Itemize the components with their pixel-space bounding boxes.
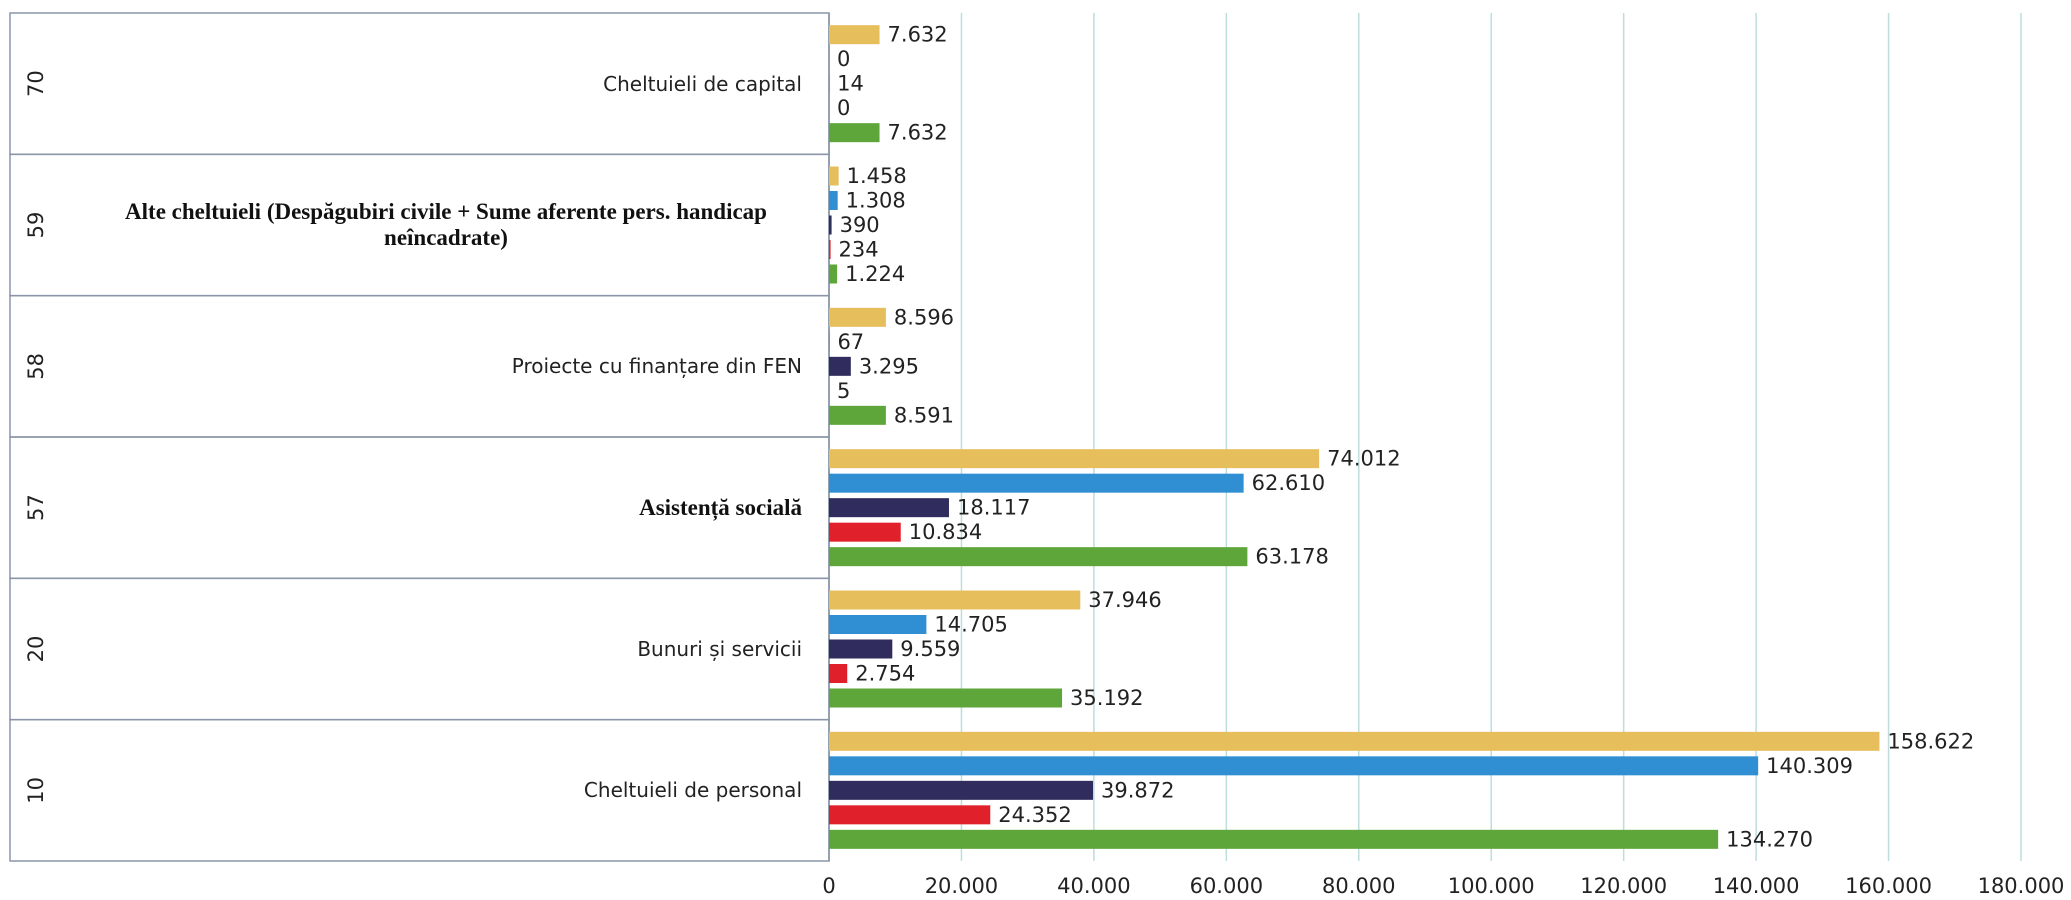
value-label: 62.610 bbox=[1252, 471, 1325, 495]
value-label: 0 bbox=[837, 96, 850, 120]
x-tick-label: 120.000 bbox=[1580, 874, 1667, 898]
value-label: 390 bbox=[840, 213, 880, 237]
value-label: 14 bbox=[837, 72, 864, 96]
value-label: 9.559 bbox=[900, 637, 960, 661]
category-label: Proiecte cu finanțare din FEN bbox=[90, 296, 802, 437]
value-label: 74.012 bbox=[1327, 447, 1400, 471]
value-label: 7.632 bbox=[888, 121, 948, 145]
bar bbox=[829, 307, 886, 327]
value-label: 3.295 bbox=[859, 354, 919, 378]
bar bbox=[829, 805, 991, 825]
category-code: 59 bbox=[24, 212, 48, 239]
bar bbox=[829, 215, 832, 235]
value-label: 10.834 bbox=[909, 520, 982, 544]
bar bbox=[829, 639, 893, 659]
bar bbox=[829, 240, 831, 259]
bar bbox=[829, 405, 886, 425]
category-label-text: Cheltuieli de capital bbox=[603, 71, 802, 96]
category-code: 10 bbox=[24, 777, 48, 804]
bar bbox=[829, 473, 1244, 493]
bar bbox=[829, 264, 838, 284]
bar bbox=[829, 356, 851, 376]
value-label: 5 bbox=[837, 379, 850, 403]
value-label: 8.591 bbox=[894, 403, 954, 427]
bar bbox=[829, 522, 901, 542]
category-label-text: Alte cheltuieli (Despăgubiri civile + Su… bbox=[125, 198, 767, 250]
category-label-text: Asistență socială bbox=[639, 494, 802, 520]
x-tick-label: 20.000 bbox=[925, 874, 998, 898]
value-label: 1.224 bbox=[845, 262, 905, 286]
category-label-text: Proiecte cu finanțare din FEN bbox=[511, 354, 802, 379]
x-tick-label: 100.000 bbox=[1448, 874, 1535, 898]
value-label: 67 bbox=[837, 330, 864, 354]
value-label: 140.309 bbox=[1766, 754, 1853, 778]
bar bbox=[829, 123, 880, 143]
x-tick-label: 80.000 bbox=[1322, 874, 1395, 898]
bar bbox=[829, 547, 1248, 567]
bar bbox=[829, 615, 927, 634]
value-label: 37.946 bbox=[1088, 588, 1161, 612]
value-label: 39.872 bbox=[1101, 778, 1174, 802]
value-label: 2.754 bbox=[855, 662, 915, 686]
category-label: Alte cheltuieli (Despăgubiri civile + Su… bbox=[90, 154, 802, 295]
value-label: 35.192 bbox=[1070, 686, 1143, 710]
bar bbox=[829, 731, 1880, 751]
category-label: Bunuri și servicii bbox=[90, 578, 802, 719]
value-label: 63.178 bbox=[1255, 545, 1328, 569]
bar bbox=[829, 664, 848, 683]
value-label: 14.705 bbox=[934, 613, 1007, 637]
value-label: 8.596 bbox=[894, 305, 954, 329]
value-label: 134.270 bbox=[1726, 827, 1813, 851]
bar bbox=[829, 191, 838, 210]
x-tick-label: 40.000 bbox=[1057, 874, 1130, 898]
value-label: 24.352 bbox=[998, 803, 1071, 827]
bar bbox=[829, 166, 839, 186]
bar bbox=[829, 25, 880, 45]
bar bbox=[829, 756, 1759, 776]
x-tick-label: 160.000 bbox=[1845, 874, 1932, 898]
bar bbox=[829, 829, 1719, 849]
value-label: 1.458 bbox=[847, 164, 907, 188]
category-label: Asistență socială bbox=[90, 437, 802, 578]
category-code: 58 bbox=[24, 353, 48, 380]
value-label: 1.308 bbox=[846, 189, 906, 213]
category-label: Cheltuieli de personal bbox=[90, 720, 802, 861]
value-label: 234 bbox=[839, 238, 879, 262]
category-label-text: Bunuri și servicii bbox=[637, 636, 802, 661]
x-tick-label: 140.000 bbox=[1713, 874, 1800, 898]
category-label: Cheltuieli de capital bbox=[90, 13, 802, 154]
x-tick-label: 180.000 bbox=[1978, 874, 2065, 898]
bar bbox=[829, 688, 1063, 708]
x-tick-label: 60.000 bbox=[1190, 874, 1263, 898]
bar bbox=[829, 590, 1081, 610]
category-code: 20 bbox=[24, 636, 48, 663]
value-label: 0 bbox=[837, 47, 850, 71]
value-label: 18.117 bbox=[957, 496, 1030, 520]
category-code: 70 bbox=[24, 70, 48, 97]
category-label-text: Cheltuieli de personal bbox=[583, 778, 802, 803]
bar bbox=[829, 780, 1094, 800]
value-label: 7.632 bbox=[888, 23, 948, 47]
x-tick-label: 0 bbox=[822, 874, 835, 898]
value-label: 158.622 bbox=[1887, 729, 1974, 753]
bar bbox=[829, 498, 949, 518]
bar bbox=[829, 449, 1320, 469]
category-code: 57 bbox=[24, 494, 48, 521]
